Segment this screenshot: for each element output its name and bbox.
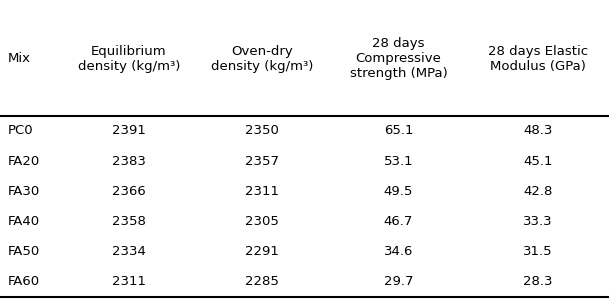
Text: 2334: 2334 xyxy=(112,245,146,258)
Text: FA50: FA50 xyxy=(7,245,40,258)
Text: 2291: 2291 xyxy=(245,245,279,258)
Text: 2311: 2311 xyxy=(245,185,279,198)
Text: 46.7: 46.7 xyxy=(384,215,413,228)
Text: 42.8: 42.8 xyxy=(523,185,552,198)
Text: 29.7: 29.7 xyxy=(384,275,414,288)
Text: FA20: FA20 xyxy=(7,154,40,168)
Text: 2311: 2311 xyxy=(111,275,146,288)
Text: 2285: 2285 xyxy=(245,275,279,288)
Text: 53.1: 53.1 xyxy=(384,154,414,168)
Text: 28 days Elastic
Modulus (GPa): 28 days Elastic Modulus (GPa) xyxy=(488,45,588,73)
Text: Oven-dry
density (kg/m³): Oven-dry density (kg/m³) xyxy=(211,45,313,73)
Text: FA30: FA30 xyxy=(7,185,40,198)
Text: 2350: 2350 xyxy=(245,124,279,137)
Text: 49.5: 49.5 xyxy=(384,185,413,198)
Text: 34.6: 34.6 xyxy=(384,245,413,258)
Text: 2357: 2357 xyxy=(245,154,279,168)
Text: 28.3: 28.3 xyxy=(523,275,552,288)
Text: 33.3: 33.3 xyxy=(523,215,553,228)
Text: 2305: 2305 xyxy=(245,215,279,228)
Text: Equilibrium
density (kg/m³): Equilibrium density (kg/m³) xyxy=(77,45,180,73)
Text: 2383: 2383 xyxy=(112,154,146,168)
Text: Mix: Mix xyxy=(7,52,30,65)
Text: 28 days
Compressive
strength (MPa): 28 days Compressive strength (MPa) xyxy=(350,37,448,80)
Text: PC0: PC0 xyxy=(7,124,33,137)
Text: FA60: FA60 xyxy=(7,275,40,288)
Text: 65.1: 65.1 xyxy=(384,124,414,137)
Text: 31.5: 31.5 xyxy=(523,245,553,258)
Text: 2366: 2366 xyxy=(112,185,146,198)
Text: 45.1: 45.1 xyxy=(523,154,552,168)
Text: 48.3: 48.3 xyxy=(523,124,552,137)
Text: 2358: 2358 xyxy=(112,215,146,228)
Text: FA40: FA40 xyxy=(7,215,40,228)
Text: 2391: 2391 xyxy=(112,124,146,137)
